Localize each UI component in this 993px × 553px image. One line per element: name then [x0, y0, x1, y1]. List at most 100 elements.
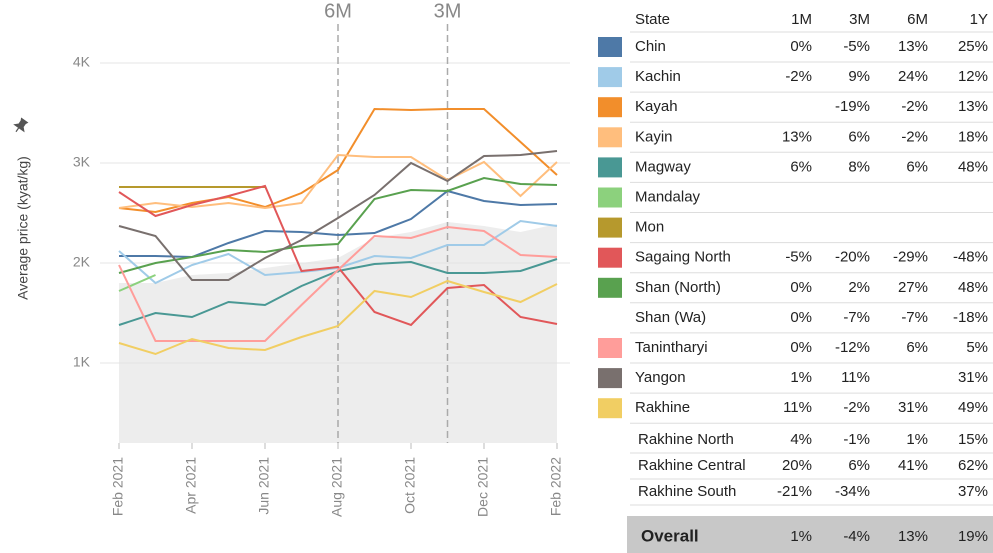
table-cell: 12%	[958, 68, 988, 85]
table-cell: 11%	[783, 399, 812, 416]
x-tick-label: Feb 2021	[110, 457, 126, 516]
series-line	[118, 184, 558, 327]
table-cell: 49%	[958, 399, 988, 416]
column-header: 1Y	[970, 11, 988, 28]
series-line	[118, 274, 156, 292]
table-cell: -5%	[843, 38, 870, 55]
table-cell: 13%	[898, 38, 928, 55]
table-cell: -29%	[893, 249, 928, 266]
row-label: Kayah	[635, 98, 678, 115]
table-cell: 25%	[958, 38, 988, 55]
table-cell: 4%	[790, 431, 812, 448]
legend-swatch	[598, 217, 622, 238]
table-cell: 20%	[782, 457, 812, 474]
series-line	[118, 176, 558, 274]
legend-swatch	[598, 157, 622, 178]
row-label: Shan (Wa)	[635, 309, 706, 326]
x-tick-label: Dec 2021	[475, 457, 491, 517]
row-label: Sagaing North	[635, 249, 731, 266]
table-cell: 0%	[790, 279, 812, 296]
legend-swatch	[598, 247, 622, 268]
row-label: Rakhine	[635, 399, 690, 416]
column-header: 6M	[907, 11, 928, 28]
row-label: Chin	[635, 38, 666, 55]
total-cell: 1%	[790, 528, 812, 545]
legend-swatch	[598, 187, 622, 208]
table-cell: 1%	[790, 369, 812, 386]
legend-swatch	[598, 97, 622, 118]
column-header: State	[635, 11, 670, 28]
reference-label: 6M	[324, 0, 352, 22]
table-cell: -7%	[843, 309, 870, 326]
table-cell: -1%	[843, 431, 870, 448]
table-cell: 18%	[958, 128, 988, 145]
row-label: Shan (North)	[635, 279, 721, 296]
table-cell: 6%	[848, 457, 870, 474]
pin-icon[interactable]	[12, 117, 29, 135]
legend-swatch	[598, 338, 622, 358]
table-cell: -2%	[901, 128, 928, 145]
legend-swatch	[598, 277, 622, 298]
table-cell: 8%	[848, 158, 870, 175]
table-cell: 1%	[906, 431, 928, 448]
row-label: Mandalay	[635, 188, 701, 205]
sub-row-label: Rakhine South	[638, 483, 736, 500]
legend-swatch	[598, 368, 622, 389]
total-cell: 19%	[958, 528, 988, 545]
table-cell: -48%	[953, 249, 988, 266]
table-cell: -34%	[835, 483, 870, 500]
table-cell: -12%	[835, 339, 870, 356]
legend-swatch	[598, 398, 622, 419]
row-label: Mon	[635, 219, 664, 236]
table-cell: 24%	[898, 68, 928, 85]
legend-swatch	[598, 127, 622, 148]
total-cell: 13%	[898, 528, 928, 545]
table-cell: 31%	[958, 369, 988, 386]
legend-swatch	[598, 37, 622, 57]
row-label: Tanintharyi	[635, 339, 708, 356]
table-cell: -7%	[901, 309, 928, 326]
row-label: Magway	[635, 158, 691, 175]
table-cell: -21%	[777, 483, 812, 500]
series-line	[118, 279, 558, 356]
table-cell: -2%	[843, 399, 870, 416]
total-cell: -4%	[843, 528, 870, 545]
table-cell: 31%	[898, 399, 928, 416]
x-tick-label: Apr 2021	[183, 457, 199, 514]
table-cell: 13%	[782, 128, 812, 145]
table-cell: 0%	[790, 38, 812, 55]
column-header: 1M	[791, 11, 812, 28]
table-cell: -20%	[835, 249, 870, 266]
table-cell: -2%	[785, 68, 812, 85]
table-cell: 48%	[958, 158, 988, 175]
table-cell: 0%	[790, 339, 812, 356]
row-label: Kayin	[635, 128, 673, 145]
table-cell: 13%	[958, 98, 988, 115]
table-cell: 15%	[958, 431, 988, 448]
series-line	[118, 150, 558, 281]
table-cell: 41%	[898, 457, 928, 474]
x-tick-label: Jun 2021	[256, 457, 272, 515]
table-cell: 6%	[790, 158, 812, 175]
sub-row-label: Rakhine Central	[638, 457, 746, 474]
reference-label: 3M	[434, 0, 462, 22]
table-cell: 0%	[790, 309, 812, 326]
table-cell: 6%	[906, 339, 928, 356]
x-tick-label: Feb 2022	[548, 457, 564, 516]
x-tick-label: Oct 2021	[402, 457, 418, 514]
table-cell: 27%	[898, 279, 928, 296]
sub-row-label: Rakhine North	[638, 431, 734, 448]
table-cell: -2%	[901, 98, 928, 115]
total-label: Overall	[641, 526, 699, 545]
x-tick-label: Aug 2021	[329, 457, 345, 517]
column-header: 3M	[849, 11, 870, 28]
table-cell: 11%	[841, 369, 870, 386]
row-label: Yangon	[635, 369, 686, 386]
series-line	[118, 107, 558, 214]
table-cell: 6%	[906, 158, 928, 175]
y-tick-label: 4K	[73, 54, 91, 70]
table-cell: -5%	[785, 249, 812, 266]
series-line	[118, 153, 558, 210]
